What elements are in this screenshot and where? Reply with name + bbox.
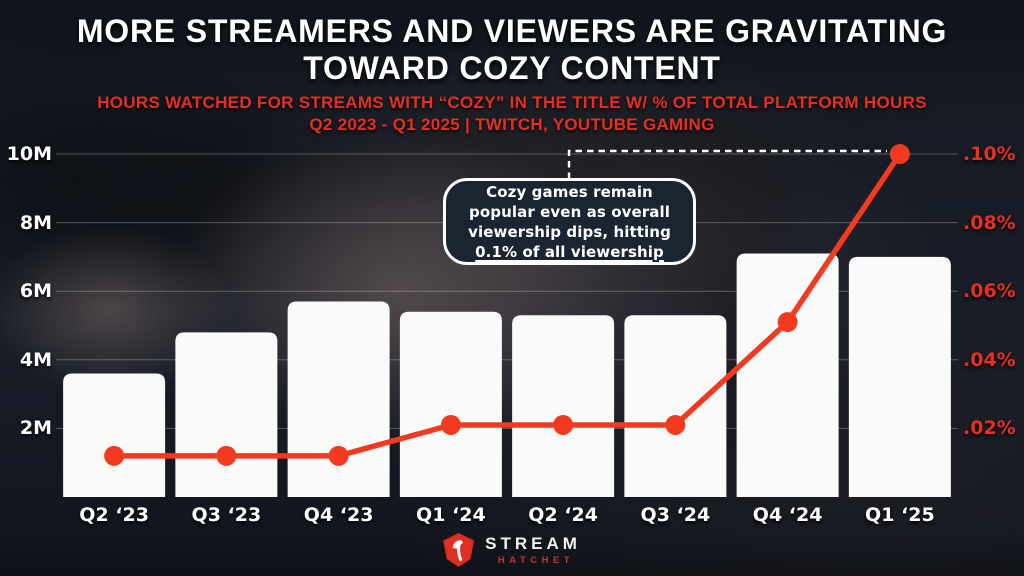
line-point-Q2 ‘24 xyxy=(553,414,574,435)
callout-connector xyxy=(567,149,887,179)
line-point-Q3 ‘24 xyxy=(665,414,686,435)
line-point-Q1 ‘25 xyxy=(889,144,910,164)
bar-Q3 ‘23 xyxy=(175,332,278,497)
callout-line: viewership dips, hitting xyxy=(468,222,671,241)
callout-annotation: Cozy games remain popular even as overal… xyxy=(443,178,696,265)
brand-name-stream: STREAM xyxy=(485,534,581,553)
callout-line: Cozy games remain xyxy=(486,182,653,201)
line-point-Q4 ‘24 xyxy=(777,312,798,333)
subtitle-line-2: Q2 2023 - Q1 2025 | TWITCH, YOUTUBE GAMI… xyxy=(309,115,715,134)
bar-Q3 ‘24 xyxy=(624,315,727,497)
bar-Q2 ‘23 xyxy=(63,373,166,497)
hatchet-shield-icon xyxy=(443,533,475,567)
title-line-2: TOWARD COZY CONTENT xyxy=(303,50,721,86)
subtitle-line-1: HOURS WATCHED FOR STREAMS WITH “COZY” IN… xyxy=(97,93,927,112)
brand-name-hatchet: HATCHET xyxy=(497,555,575,566)
subtitle: HOURS WATCHED FOR STREAMS WITH “COZY” IN… xyxy=(0,92,1024,136)
header: MORE STREAMERS AND VIEWERS ARE GRAVITATI… xyxy=(0,13,1024,136)
brand-text: STREAM HATCHET xyxy=(485,534,581,566)
bar-Q1 ‘24 xyxy=(399,311,502,497)
line-point-Q2 ‘23 xyxy=(104,445,125,466)
bar-Q1 ‘25 xyxy=(848,256,951,497)
page-title: MORE STREAMERS AND VIEWERS ARE GRAVITATI… xyxy=(0,13,1024,87)
callout-line: popular even as overall xyxy=(469,202,670,221)
bar-Q4 ‘23 xyxy=(287,301,390,497)
bar-Q4 ‘24 xyxy=(736,253,839,497)
callout-line-underlined: 0.1% of all viewership xyxy=(475,242,664,261)
line-point-Q3 ‘23 xyxy=(216,445,237,466)
title-line-1: MORE STREAMERS AND VIEWERS ARE GRAVITATI… xyxy=(76,13,948,49)
bar-Q2 ‘24 xyxy=(512,315,615,497)
line-point-Q1 ‘24 xyxy=(440,414,461,435)
brand-logo: STREAM HATCHET xyxy=(443,533,581,567)
line-point-Q4 ‘23 xyxy=(328,445,349,466)
